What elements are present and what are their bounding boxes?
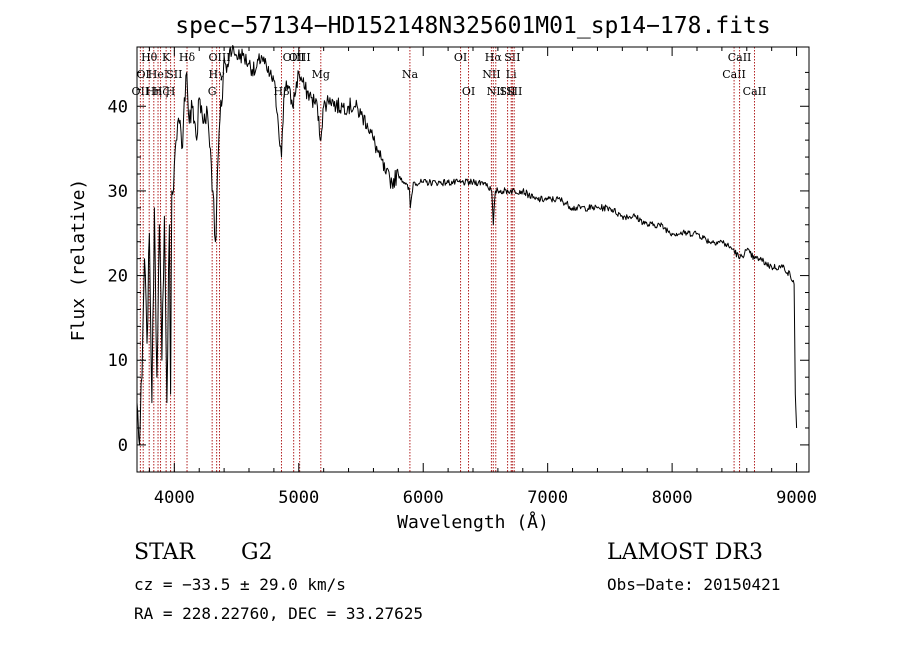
line-label: Hγ: [209, 68, 226, 81]
line-label: Na: [402, 68, 419, 81]
x-tick-label: 4000: [154, 488, 195, 508]
line-label: OII: [132, 85, 150, 98]
line-label: SII: [506, 85, 522, 98]
line-label: CaII: [728, 51, 752, 64]
y-axis-label: Flux (relative): [68, 179, 89, 342]
observation-date: Obs−Date: 20150421: [607, 575, 781, 594]
y-tick-label: 20: [108, 267, 128, 287]
line-label: SII: [504, 51, 520, 64]
line-label: OI: [137, 68, 150, 81]
line-label: K: [162, 51, 171, 64]
y-tick-label: 10: [108, 351, 128, 371]
survey-name: LAMOST DR3: [607, 540, 763, 565]
x-tick-label: 6000: [403, 488, 444, 508]
redshift-value: cz = −33.5 ± 29.0 km/s: [134, 575, 346, 594]
line-label: NII: [482, 68, 500, 81]
spectral-line-markers: OIIOIHθHηHeIHζKHSIIHδGHγOIIIHβOIIIOIIIMg…: [132, 47, 767, 472]
line-label: OI: [454, 51, 467, 64]
line-label: CaII: [743, 85, 767, 98]
x-tick-label: 7000: [527, 488, 568, 508]
line-label: Mg: [312, 68, 330, 81]
object-class: STAR: [134, 540, 195, 565]
x-axis-label: Wavelength (Å): [397, 511, 549, 533]
line-label: Hδ: [179, 51, 196, 64]
x-tick-label: 8000: [652, 488, 693, 508]
plot-frame: [136, 46, 810, 473]
spectrum-line: [136, 45, 798, 446]
y-tick-label: 40: [108, 97, 128, 117]
line-label: NII: [487, 85, 505, 98]
line-label: OIII: [208, 51, 230, 64]
line-label: OIII: [289, 51, 311, 64]
line-label: Hθ: [141, 51, 158, 64]
line-label: OI: [462, 85, 475, 98]
y-tick-label: 30: [108, 182, 128, 202]
line-label: CaII: [722, 68, 746, 81]
chart-title: spec−57134−HD152148N325601M01_sp14−178.f…: [175, 13, 770, 39]
line-label: HeI: [148, 68, 168, 81]
line-label: Hη: [146, 85, 162, 98]
line-label: Hζ: [153, 85, 169, 98]
x-tick-label: 9000: [776, 488, 817, 508]
line-label: Li: [506, 68, 517, 81]
y-tick-label: 0: [118, 436, 128, 456]
line-label: SII: [499, 85, 515, 98]
line-label: G: [208, 85, 217, 98]
line-label: H: [166, 85, 176, 98]
line-label: Hα: [485, 51, 503, 64]
axis-ticks: 4000 5000 6000 7000 8000 9000 0 10 20 30 40: [108, 47, 817, 508]
line-label: SII: [166, 68, 182, 81]
sky-coordinates: RA = 228.22760, DEC = 33.27625: [134, 604, 423, 623]
x-tick-label: 5000: [278, 488, 319, 508]
spectral-subclass: G2: [241, 540, 273, 565]
